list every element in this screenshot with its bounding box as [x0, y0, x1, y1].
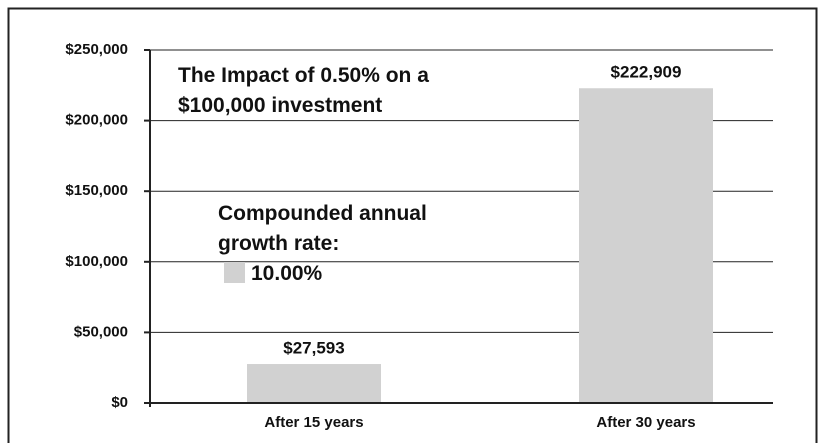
y-tick-label: $50,000 — [74, 323, 128, 340]
legend-title: Compounded annual growth rate: — [218, 202, 427, 255]
frame — [7, 7, 818, 443]
y-tick-label: $150,000 — [65, 182, 128, 199]
value-label: $222,909 — [611, 63, 682, 82]
legend-label: 10.00% — [251, 262, 323, 285]
chart-title: The Impact of 0.50% on a $100,000 invest… — [178, 64, 429, 117]
bar — [579, 88, 713, 403]
bar — [247, 364, 381, 403]
legend-swatch — [224, 262, 245, 283]
y-tick-label: $100,000 — [65, 253, 128, 270]
y-tick-label: $250,000 — [65, 41, 128, 58]
value-label: $27,593 — [283, 339, 344, 358]
x-tick-label: After 15 years — [264, 414, 363, 431]
y-tick-label: $200,000 — [65, 112, 128, 129]
legend: Compounded annual growth rate: 10.00% — [218, 199, 468, 289]
y-tick-label: $0 — [111, 394, 128, 411]
x-tick-label: After 30 years — [596, 414, 695, 431]
